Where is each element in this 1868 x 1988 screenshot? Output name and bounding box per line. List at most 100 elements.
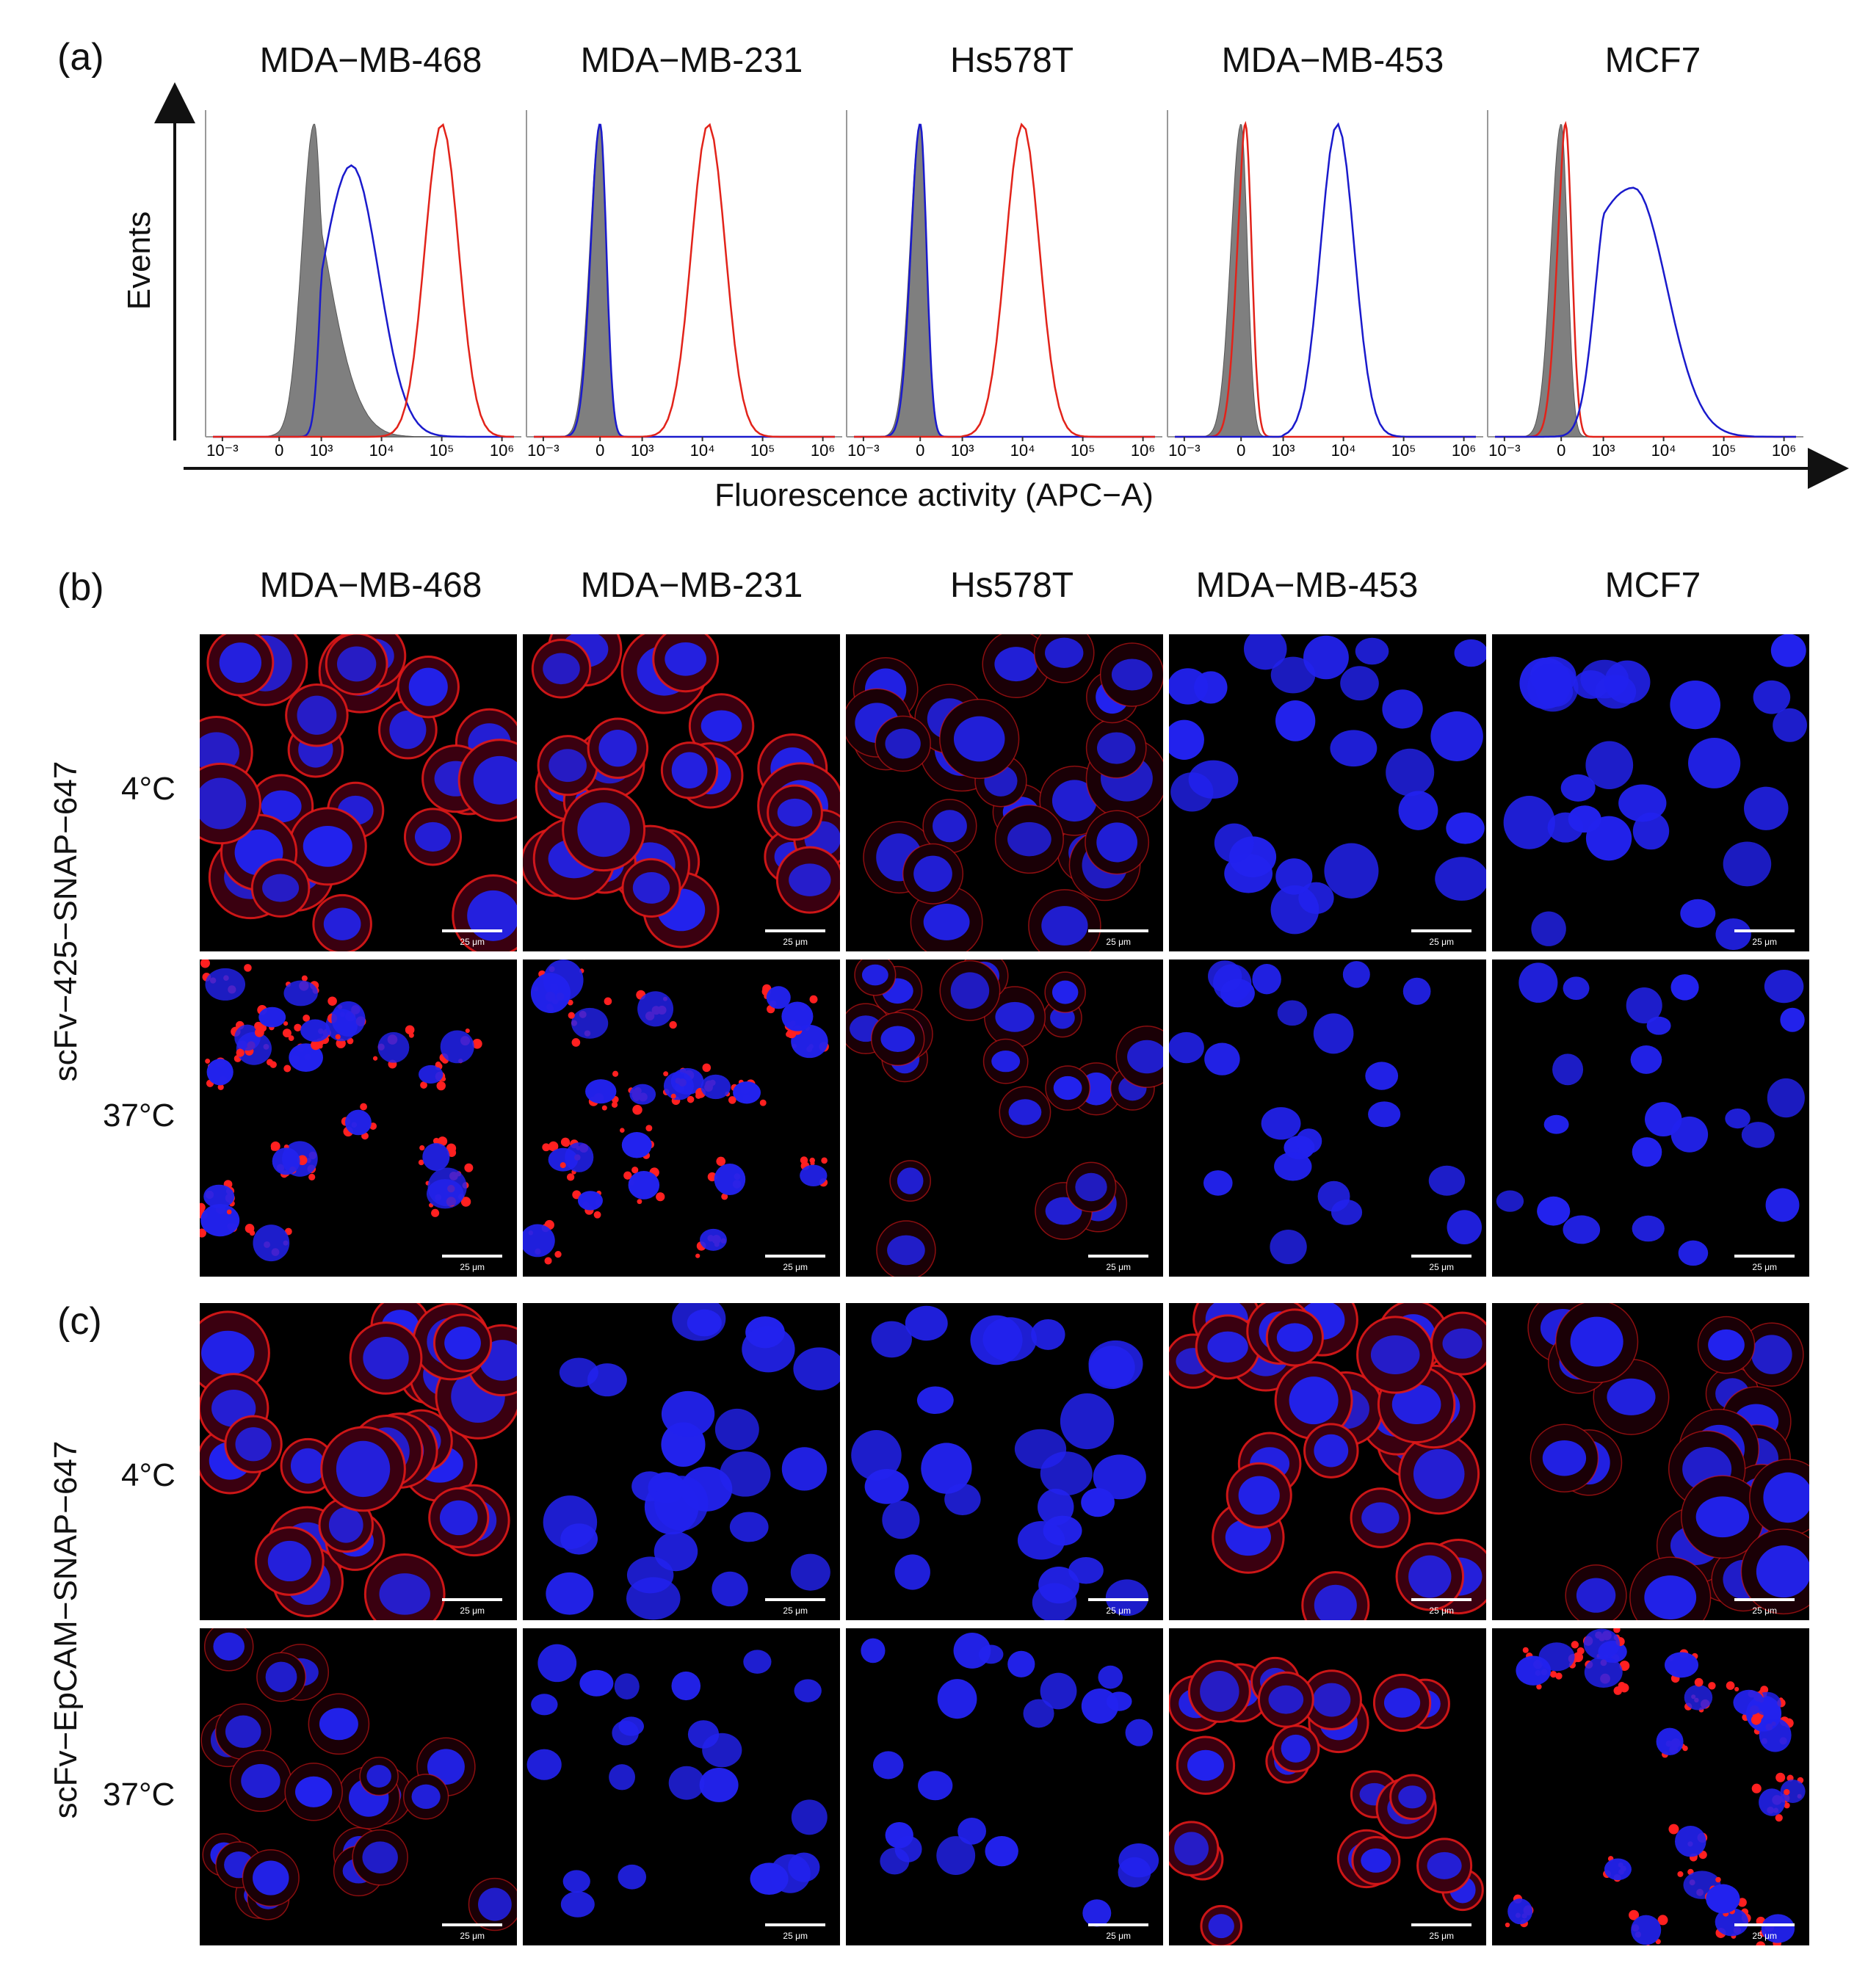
- x-axis-label: Fluorescence activity (APC−A): [714, 477, 1154, 513]
- scale-bar-label: 25 μm: [1429, 1606, 1454, 1616]
- histogram-figure: 10⁻³ 0 10³ 10⁴ 10⁵ 10⁶ 10⁻³ 0 10³ 10⁴ 10⁵ 10⁶ 10⁻³ 0 1…: [154, 82, 1849, 489]
- hist-tick-label: 10⁵: [1071, 441, 1096, 460]
- scale-bar: [1411, 1598, 1471, 1601]
- b-micrograph-r1-c1: 25 μm: [200, 634, 517, 951]
- scale-bar-label: 25 μm: [783, 1931, 808, 1941]
- hist-tick-label: 10⁵: [1712, 441, 1737, 460]
- temp-label-b-37: 37°C: [103, 1098, 175, 1133]
- scale-bar: [1734, 1923, 1795, 1926]
- hist-tick-label: 0: [1237, 441, 1245, 460]
- side-label-c: scFv−EpCAM−SNAP−647: [48, 1440, 84, 1819]
- col-title-a-4: MDA−MB-453: [1221, 41, 1444, 80]
- scale-bar-label: 25 μm: [460, 1606, 485, 1616]
- hist-tick-label: 10³: [1272, 441, 1295, 460]
- c-micrograph-r1-c1: 25 μm: [200, 1303, 517, 1620]
- hist-tick-label: 10³: [1592, 441, 1615, 460]
- hist-tick-label: 10⁵: [1391, 441, 1416, 460]
- hist-tick-label: 10⁴: [1651, 441, 1676, 460]
- hist-control-5: [1495, 124, 1796, 438]
- scale-bar: [1734, 1598, 1795, 1601]
- c-micrograph-r2-c5: 25 μm: [1492, 1628, 1809, 1945]
- b-micrograph-r2-c3: 25 μm: [846, 959, 1163, 1277]
- c-micrograph-r1-c2: 25 μm: [523, 1303, 840, 1620]
- hist-tick-label: 10⁻³: [1168, 441, 1200, 460]
- scale-bar: [442, 1255, 502, 1258]
- scale-bar-label: 25 μm: [1429, 1931, 1454, 1941]
- hist-series-a-2: [534, 123, 835, 438]
- b-micrograph-r2-c1: 25 μm: [200, 959, 517, 1277]
- hist-tick-label: 10⁻³: [527, 441, 559, 460]
- scale-bar-label: 25 μm: [783, 1262, 808, 1272]
- hist-tick-label: 10⁶: [490, 441, 515, 460]
- hist-series-b-1: [213, 123, 515, 438]
- temp-label-b-4: 4°C: [121, 771, 175, 807]
- b-micrograph-r1-c3: 25 μm: [846, 634, 1163, 951]
- hist-control-2: [534, 124, 835, 438]
- col-title-b-5: MCF7: [1604, 566, 1701, 605]
- col-title-b-2: MDA−MB-231: [580, 566, 803, 605]
- c-micrograph-r2-c4: 25 μm: [1169, 1628, 1486, 1945]
- hist-tick-label: 10³: [951, 441, 974, 460]
- hist-tick-label: 10³: [310, 441, 333, 460]
- scale-bar-label: 25 μm: [1106, 937, 1131, 947]
- c-micrograph-r2-c2: 25 μm: [523, 1628, 840, 1945]
- hist-tick-label: 10³: [631, 441, 654, 460]
- hist-tick-label: 10⁵: [750, 441, 775, 460]
- hist-series-a-1: [213, 164, 514, 438]
- b-micrograph-r1-c2: 25 μm: [523, 634, 840, 951]
- scale-bar: [1088, 1598, 1148, 1601]
- b-micrograph-r2-c4: 25 μm: [1169, 959, 1486, 1277]
- b-micrograph-r1-c5: 25 μm: [1492, 634, 1809, 951]
- scale-bar: [765, 1598, 825, 1601]
- b-micrograph-r1-c4: 25 μm: [1169, 634, 1486, 951]
- hist-control-4: [1175, 124, 1476, 438]
- panel-a-label: (a): [57, 36, 104, 79]
- hist-series-b-3: [854, 122, 1155, 438]
- scale-bar-label: 25 μm: [460, 937, 485, 947]
- c-micrograph-r2-c3: 25 μm: [846, 1628, 1163, 1945]
- hist-tick-label: 10⁻³: [206, 441, 238, 460]
- scale-bar-label: 25 μm: [460, 1262, 485, 1272]
- hist-tick-label: 10⁶: [811, 441, 836, 460]
- hist-tick-label: 0: [595, 441, 604, 460]
- hist-tick-label: 10⁶: [1772, 441, 1797, 460]
- scale-bar-label: 25 μm: [1106, 1606, 1131, 1616]
- col-title-a-1: MDA−MB-468: [259, 41, 482, 80]
- scale-bar-label: 25 μm: [783, 937, 808, 947]
- hist-series-a-4: [1175, 120, 1476, 438]
- hist-tick-label: 10⁻³: [1488, 441, 1520, 460]
- col-title-b-1: MDA−MB-468: [259, 566, 482, 605]
- hist-series-a-3: [854, 123, 1155, 438]
- scale-bar: [1411, 1923, 1471, 1926]
- scale-bar: [442, 1598, 502, 1601]
- hist-series-a-5: [1495, 120, 1796, 438]
- scale-bar: [1411, 929, 1471, 932]
- temp-label-c-37: 37°C: [103, 1777, 175, 1813]
- hist-tick-label: 0: [275, 441, 283, 460]
- hist-series-b-2: [534, 123, 835, 438]
- hist-control-3: [854, 124, 1155, 438]
- panel-c-label: (c): [57, 1300, 102, 1343]
- c-micrograph-r1-c5: 25 μm: [1492, 1303, 1809, 1620]
- hist-tick-label: 0: [1557, 441, 1565, 460]
- hist-series-b-5: [1495, 186, 1796, 438]
- scale-bar-label: 25 μm: [1752, 937, 1777, 947]
- hist-tick-label: 10⁴: [1010, 441, 1035, 460]
- hist-tick-label: 10⁴: [1331, 441, 1356, 460]
- hist-control-1: [213, 123, 514, 438]
- scale-bar: [1088, 929, 1148, 932]
- hist-tick-label: 10⁵: [430, 441, 455, 460]
- b-micrograph-r2-c5: 25 μm: [1492, 959, 1809, 1277]
- col-title-a-3: Hs578T: [949, 41, 1074, 80]
- hist-tick-label: 10⁻³: [847, 441, 879, 460]
- hist-series-b-4: [1175, 122, 1476, 438]
- y-axis-label: Events: [121, 211, 157, 311]
- col-title-a-2: MDA−MB-231: [580, 41, 803, 80]
- scale-bar: [765, 1923, 825, 1926]
- hist-tick-label: 10⁴: [369, 441, 394, 460]
- scale-bar-label: 25 μm: [1752, 1931, 1777, 1941]
- scale-bar: [1734, 1255, 1795, 1258]
- side-label-b: scFv−425−SNAP−647: [48, 761, 84, 1082]
- b-micrograph-r2-c2: 25 μm: [523, 959, 840, 1277]
- scale-bar-label: 25 μm: [1106, 1262, 1131, 1272]
